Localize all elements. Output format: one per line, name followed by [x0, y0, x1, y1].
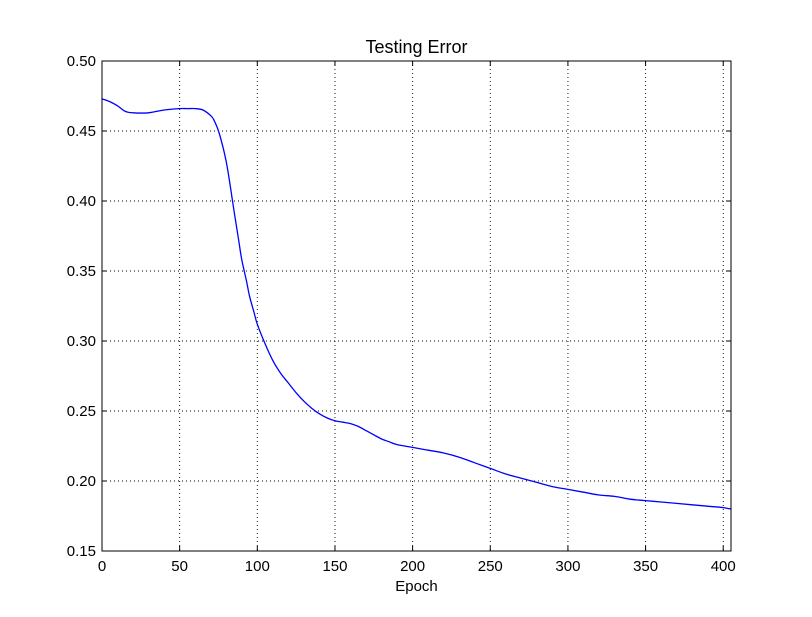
y-tick-label: 0.50	[67, 53, 96, 70]
series-line	[101, 98, 732, 510]
y-tick-label: 0.35	[67, 263, 96, 280]
x-tick-label: 150	[322, 558, 347, 575]
y-tick-label: 0.25	[67, 403, 96, 420]
series-layer	[101, 98, 732, 510]
x-tick-label: 50	[171, 558, 188, 575]
y-tick-label: 0.15	[67, 543, 96, 560]
x-axis-label: Epoch	[395, 578, 438, 595]
x-tick-label: 400	[711, 558, 736, 575]
tick-labels: 0 50 100 150 200 250 300 350 400 0.15 0.20 0.25 0.30…	[67, 53, 736, 575]
y-tick-label: 0.30	[67, 333, 96, 350]
x-tick-label: 100	[245, 558, 270, 575]
chart-title: Testing Error	[365, 37, 467, 57]
ticks	[101, 60, 731, 552]
y-tick-label: 0.45	[67, 123, 96, 140]
x-tick-label: 250	[478, 558, 503, 575]
x-tick-label: 300	[555, 558, 580, 575]
y-tick-label: 0.20	[67, 473, 96, 490]
plot-frame	[101, 60, 732, 552]
x-tick-label: 350	[633, 558, 658, 575]
y-tick-label: 0.40	[67, 193, 96, 210]
x-tick-label: 0	[98, 558, 106, 575]
grid	[101, 60, 731, 552]
x-tick-label: 200	[400, 558, 425, 575]
